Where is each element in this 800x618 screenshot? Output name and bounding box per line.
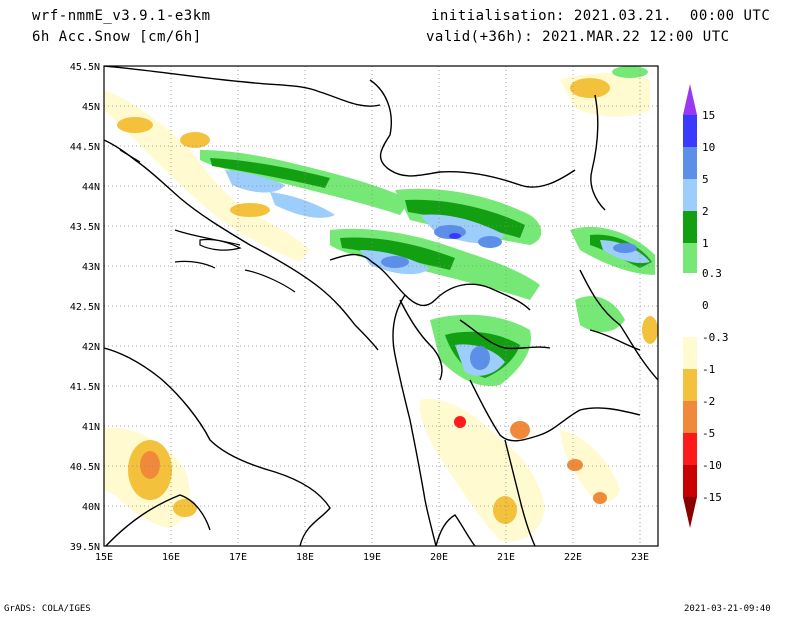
lon-label: 15E — [95, 552, 113, 563]
field-title: 6h Acc.Snow [cm/6h] — [32, 29, 202, 45]
lat-label: 40N — [82, 502, 100, 513]
map-grid — [104, 66, 658, 546]
lat-label: 42.5N — [70, 302, 100, 313]
colorbar-label: -5 — [702, 427, 715, 440]
lon-axis-labels: 15E 16E 17E 18E 19E 20E 21E 22E 23E — [95, 552, 649, 563]
lat-label: 45N — [82, 102, 100, 113]
lon-label: 22E — [564, 552, 582, 563]
colorbar-label: -10 — [702, 459, 722, 472]
lat-label: 41N — [82, 422, 100, 433]
init-time: initialisation: 2021.03.21. 00:00 UTC — [431, 8, 771, 24]
valid-time: valid(+36h): 2021.MAR.22 12:00 UTC — [426, 29, 730, 45]
colorbar-label: 15 — [702, 109, 715, 122]
model-title: wrf-nmmE_v3.9.1-e3km — [32, 8, 211, 24]
lat-axis-labels: 45.5N 45N 44.5N 44N 43.5N 43N 42.5N 42N … — [70, 62, 100, 553]
colorbar-label: 2 — [702, 205, 709, 218]
lon-label: 21E — [497, 552, 515, 563]
lon-label: 18E — [296, 552, 314, 563]
colorbar-label: 1 — [702, 237, 709, 250]
colorbar-label: 5 — [702, 173, 709, 186]
lat-label: 45.5N — [70, 62, 100, 73]
colorbar-swatch — [683, 273, 697, 337]
colorbar-swatch — [683, 401, 697, 433]
colorbar-swatch — [683, 433, 697, 465]
lat-label: 40.5N — [70, 462, 100, 473]
map-frame — [103, 65, 659, 547]
lat-label: 41.5N — [70, 382, 100, 393]
lon-label: 16E — [162, 552, 180, 563]
colorbar-swatch — [683, 211, 697, 243]
colorbar-label: -0.3 — [702, 331, 729, 344]
colorbar-swatch — [683, 369, 697, 401]
colorbar-label: 0.3 — [702, 267, 722, 280]
coastlines-borders — [104, 66, 658, 546]
colorbar-swatch — [683, 179, 697, 211]
footer-timestamp: 2021-03-21-09:40 — [684, 604, 771, 614]
colorbar-label: 10 — [702, 141, 715, 154]
colorbar-label: -1 — [702, 363, 715, 376]
colorbar-label: -15 — [702, 491, 722, 504]
lon-label: 20E — [430, 552, 448, 563]
colorbar-swatch — [683, 465, 697, 497]
colorbar-bottom-arrow — [683, 497, 697, 528]
lat-label: 44N — [82, 182, 100, 193]
lat-label: 43.5N — [70, 222, 100, 233]
lat-label: 39.5N — [70, 542, 100, 553]
snow-field — [104, 66, 658, 542]
footer-credit: GrADS: COLA/IGES — [4, 604, 91, 614]
colorbar-swatch — [683, 337, 697, 369]
lon-label: 23E — [631, 552, 649, 563]
colorbar-label: 0 — [702, 299, 709, 312]
colorbar-swatch — [683, 147, 697, 179]
colorbar-swatch — [683, 115, 697, 147]
lon-label: 17E — [229, 552, 247, 563]
colorbar: 15 10 5 2 1 0.3 0 -0.3 -1 -2 -5 -10 -15 — [683, 84, 729, 528]
lat-label: 42N — [82, 342, 100, 353]
lon-label: 19E — [363, 552, 381, 563]
lat-label: 44.5N — [70, 142, 100, 153]
lat-label: 43N — [82, 262, 100, 273]
colorbar-label: -2 — [702, 395, 715, 408]
colorbar-top-arrow — [683, 84, 697, 115]
colorbar-swatch — [683, 243, 697, 273]
